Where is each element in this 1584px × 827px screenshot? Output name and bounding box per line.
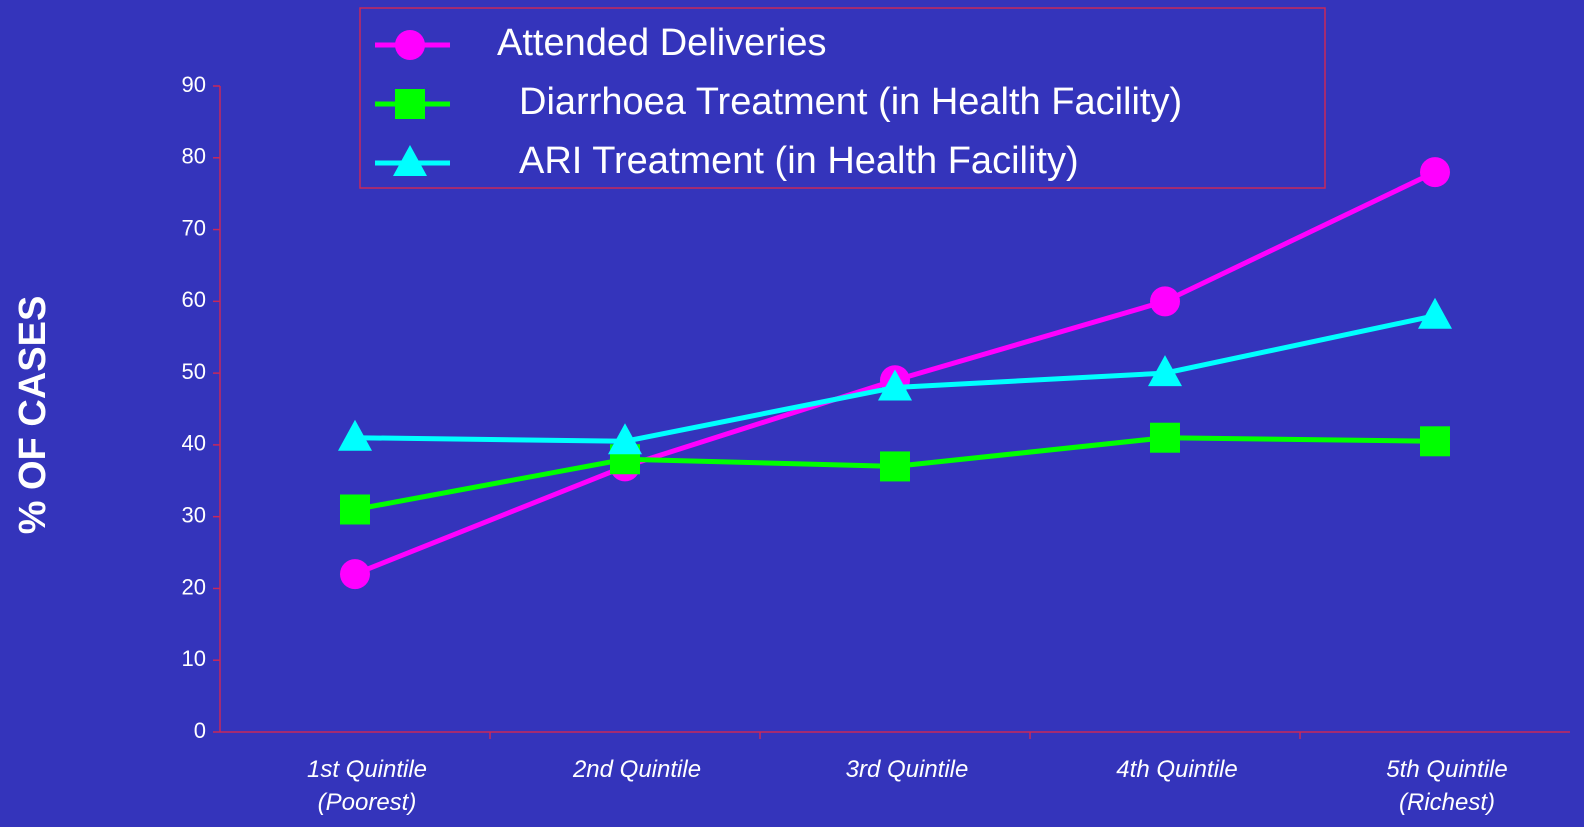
- x-tick-label: 2nd Quintile: [572, 756, 702, 783]
- legend-label: Diarrhoea Treatment (in Health Facility): [519, 81, 1182, 123]
- marker: [1148, 355, 1182, 387]
- marker: [608, 423, 642, 455]
- legend-marker: [395, 89, 425, 119]
- marker: [340, 559, 370, 590]
- y-tick-label: 80: [182, 144, 206, 169]
- y-tick-label: 30: [182, 502, 206, 527]
- y-axis-label: % OF CASES: [12, 296, 54, 535]
- legend-marker: [393, 145, 427, 176]
- y-tick-label: 60: [182, 287, 206, 312]
- marker: [1150, 422, 1180, 453]
- marker: [1420, 426, 1450, 457]
- marker: [1150, 286, 1180, 317]
- x-tick-label: 3rd Quintile: [845, 756, 969, 783]
- y-tick-label: 40: [182, 431, 206, 456]
- y-tick-label: 10: [182, 646, 206, 671]
- legend-label: Attended Deliveries: [497, 22, 827, 64]
- marker: [1420, 157, 1450, 188]
- marker: [1418, 297, 1452, 329]
- marker: [338, 419, 372, 451]
- x-tick-label: 1st Quintile (Poorest): [306, 756, 428, 816]
- legend-marker: [395, 30, 425, 60]
- y-tick-label: 0: [194, 718, 206, 743]
- y-tick-label: 70: [182, 215, 206, 240]
- y-tick-label: 20: [182, 574, 206, 599]
- legend-box: [359, 7, 1326, 189]
- legend-label: ARI Treatment (in Health Facility): [519, 140, 1079, 182]
- marker: [340, 494, 370, 525]
- marker: [878, 369, 912, 401]
- y-tick-label: 50: [182, 359, 206, 384]
- x-tick-label: 4th Quintile: [1116, 756, 1238, 783]
- marker: [880, 451, 910, 482]
- x-tick-label: 5th Quintile (Richest): [1386, 756, 1508, 816]
- y-tick-label: 90: [182, 72, 206, 97]
